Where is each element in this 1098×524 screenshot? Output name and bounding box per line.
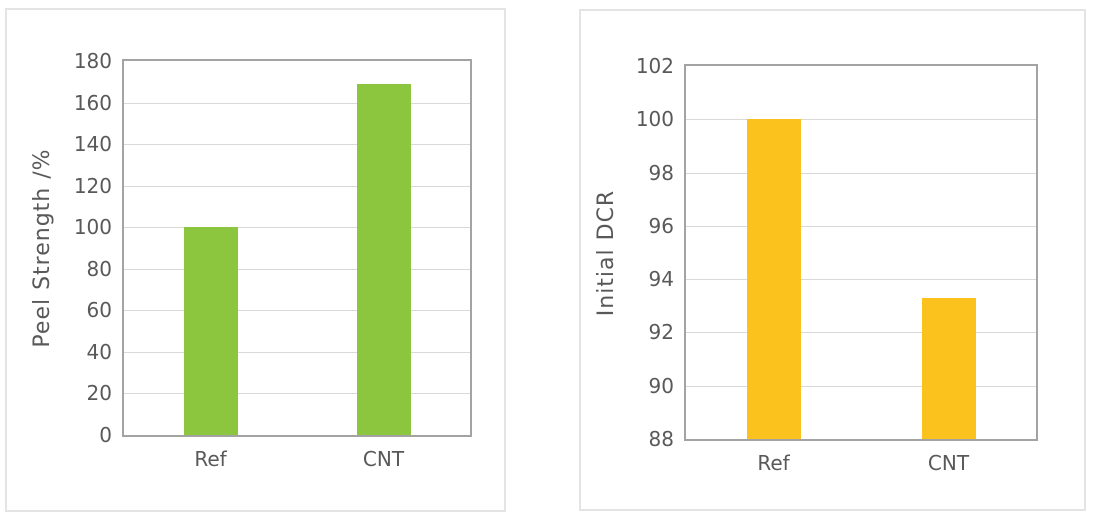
y-tick-label: 40 <box>86 339 112 364</box>
gridline <box>686 279 1036 281</box>
y-tick-label: 0 <box>99 423 112 447</box>
y-tick-label: 102 <box>635 54 674 78</box>
plot-area-peel-strength <box>122 59 472 437</box>
gridline <box>686 225 1036 227</box>
initial-dcr-chart-panel: Initial DCR 88 90 92 94 96 98 100 102 Ref CNT <box>579 9 1086 511</box>
y-tick-label: 88 <box>648 427 674 451</box>
gridline <box>686 119 1036 121</box>
x-category-label: Ref <box>757 451 790 475</box>
gridline <box>686 385 1036 387</box>
peel-strength-chart-panel: Peel Strength /% 0 20 40 60 80 100 120 140 160 18… <box>5 8 506 512</box>
gridline <box>124 351 470 353</box>
y-tick-label: 100 <box>73 215 112 240</box>
bar-ref <box>746 119 801 439</box>
y-tick-label: 80 <box>86 256 112 281</box>
gridline <box>124 227 470 229</box>
gridline <box>686 332 1036 334</box>
y-tick-label: 96 <box>648 213 674 238</box>
gridline <box>124 310 470 312</box>
gridline <box>124 393 470 395</box>
y-axis-title-peel-strength: Peel Strength /% <box>30 148 55 348</box>
bar-cnt <box>921 297 976 439</box>
y-tick-label: 94 <box>648 267 674 292</box>
y-tick-label: 90 <box>648 373 674 398</box>
gridline <box>124 185 470 187</box>
y-tick-label: 20 <box>86 381 112 406</box>
y-tick-label: 60 <box>86 298 112 323</box>
y-tick-label: 140 <box>73 132 112 157</box>
y-tick-label: 120 <box>73 173 112 198</box>
x-category-label: CNT <box>927 451 970 475</box>
x-category-label: CNT <box>362 447 405 471</box>
y-axis-title-initial-dcr: Initial DCR <box>594 189 619 317</box>
gridline <box>686 172 1036 174</box>
y-tick-label: 160 <box>73 90 112 115</box>
gridline <box>124 144 470 146</box>
y-tick-label: 100 <box>635 107 674 132</box>
bar-ref <box>183 227 238 435</box>
bar-cnt <box>356 83 411 435</box>
plot-area-initial-dcr <box>684 64 1038 441</box>
y-tick-label: 180 <box>73 49 112 73</box>
gridline <box>124 268 470 270</box>
gridline <box>124 102 470 104</box>
y-tick-label: 98 <box>648 160 674 185</box>
x-category-label: Ref <box>194 447 227 471</box>
y-tick-label: 92 <box>648 320 674 345</box>
